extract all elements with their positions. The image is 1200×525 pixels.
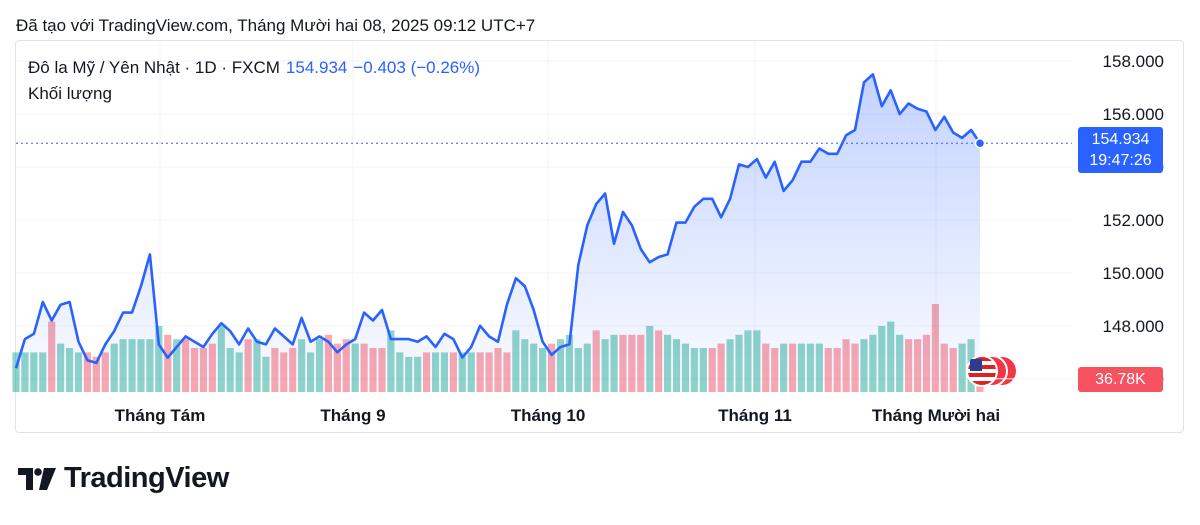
x-tick-label: Tháng 9 — [320, 406, 385, 425]
volume-label[interactable]: Khối lượng — [28, 84, 112, 103]
chart-caption: Đã tạo với TradingView.com, Tháng Mười h… — [16, 16, 536, 35]
x-tick-label: Tháng Tám — [115, 406, 206, 425]
chart-legend: Đô la Mỹ / Yên Nhật · 1D · FXCM 154.934 −0… — [28, 58, 480, 104]
last-price-dot — [974, 137, 986, 149]
tradingview-logo-icon — [18, 467, 56, 490]
symbol-label[interactable]: Đô la Mỹ / Yên Nhật · 1D · FXCM — [28, 58, 280, 77]
price-scale-tag: 154.934 19:47:26 — [1078, 127, 1163, 173]
events-markers[interactable] — [966, 355, 1026, 389]
price-tag-value: 154.934 — [1091, 131, 1150, 148]
y-tick-label: 158.000 — [1103, 52, 1164, 71]
tradingview-logo[interactable]: TradingView — [18, 462, 229, 495]
last-price-value: 154.934 — [285, 58, 348, 77]
chart-panel[interactable] — [15, 40, 1184, 433]
y-axis-ticks: 146.000148.000150.000152.000154.000156.0… — [1103, 52, 1164, 389]
brand-name: TradingView — [64, 462, 229, 494]
y-tick-label: 156.000 — [1103, 105, 1164, 124]
price-change-value: −0.403 (−0.26%) — [353, 58, 481, 77]
x-tick-label: Tháng 11 — [718, 406, 792, 425]
countdown-value: 19:47:26 — [1089, 152, 1152, 169]
price-line — [14, 73, 982, 369]
x-axis-labels: Tháng Tám Tháng 9 Tháng 10 Tháng 11 Tháng Mư… — [115, 406, 1000, 425]
y-tick-label: 152.000 — [1103, 211, 1164, 230]
x-tick-label: Tháng Mười hai — [872, 406, 1000, 425]
price-area — [16, 74, 980, 393]
x-tick-label: Tháng 10 — [511, 406, 586, 425]
us-flag-icon[interactable] — [966, 355, 998, 387]
y-tick-label: 150.000 — [1103, 264, 1164, 283]
y-tick-label: 148.000 — [1103, 317, 1164, 336]
volume-scale-tag: 36.78K — [1078, 367, 1163, 392]
